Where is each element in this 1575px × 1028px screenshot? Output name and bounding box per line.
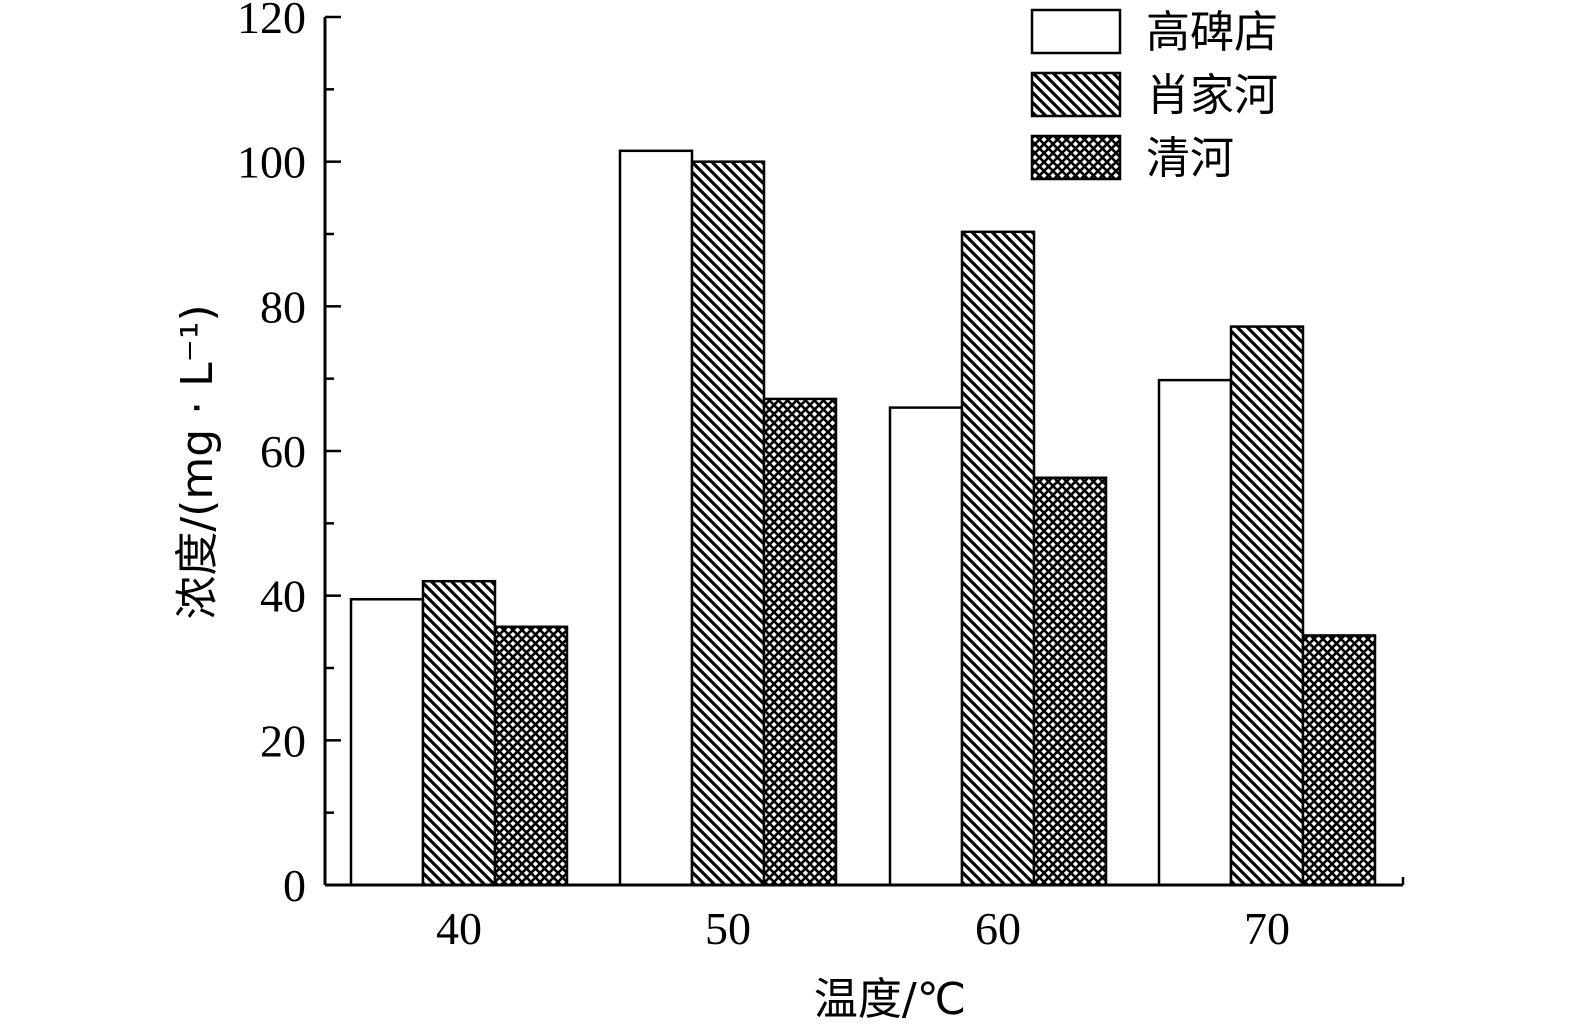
x-tick-label: 40 xyxy=(436,903,482,954)
legend-label-1: 肖家河 xyxy=(1146,70,1278,121)
bar-60-series-2 xyxy=(1032,476,1108,887)
y-tick-label: 120 xyxy=(237,0,306,43)
legend-label-0: 高碑店 xyxy=(1146,7,1278,58)
bar-70-series-0 xyxy=(1157,378,1233,887)
y-tick-label: 80 xyxy=(260,281,306,332)
bar-70-series-1 xyxy=(1229,325,1305,887)
bar-40-series-1 xyxy=(421,579,497,887)
y-tick-label: 60 xyxy=(260,426,306,477)
y-tick-label: 0 xyxy=(283,860,306,911)
x-ticks: 40 50 60 70 xyxy=(436,877,1405,954)
legend-swatch-0 xyxy=(1030,8,1122,55)
legend-swatch-2 xyxy=(1030,134,1122,181)
y-tick-label: 40 xyxy=(260,571,306,622)
y-tick-label: 20 xyxy=(260,715,306,766)
bars-layer xyxy=(349,149,1377,887)
y-axis-title: 浓度/(mg · L⁻¹) xyxy=(172,304,223,619)
bar-50-series-0 xyxy=(618,149,694,887)
bar-50-series-1 xyxy=(690,160,766,887)
bar-70-series-2 xyxy=(1301,634,1377,887)
bar-40-series-2 xyxy=(493,625,569,887)
bar-60-series-1 xyxy=(960,230,1036,887)
bar-60-series-0 xyxy=(888,406,964,887)
x-tick-label: 60 xyxy=(975,903,1021,954)
y-tick-label: 100 xyxy=(237,137,306,188)
bar-40-series-0 xyxy=(349,598,425,887)
x-tick-label: 50 xyxy=(705,903,751,954)
y-ticks: 0 20 40 60 80 100 120 xyxy=(237,0,341,911)
legend-label-2: 清河 xyxy=(1146,133,1234,184)
legend-swatch-1 xyxy=(1030,71,1122,118)
x-axis-title: 温度/℃ xyxy=(814,974,966,1025)
bar-50-series-2 xyxy=(762,397,838,887)
x-tick-label: 70 xyxy=(1244,903,1290,954)
